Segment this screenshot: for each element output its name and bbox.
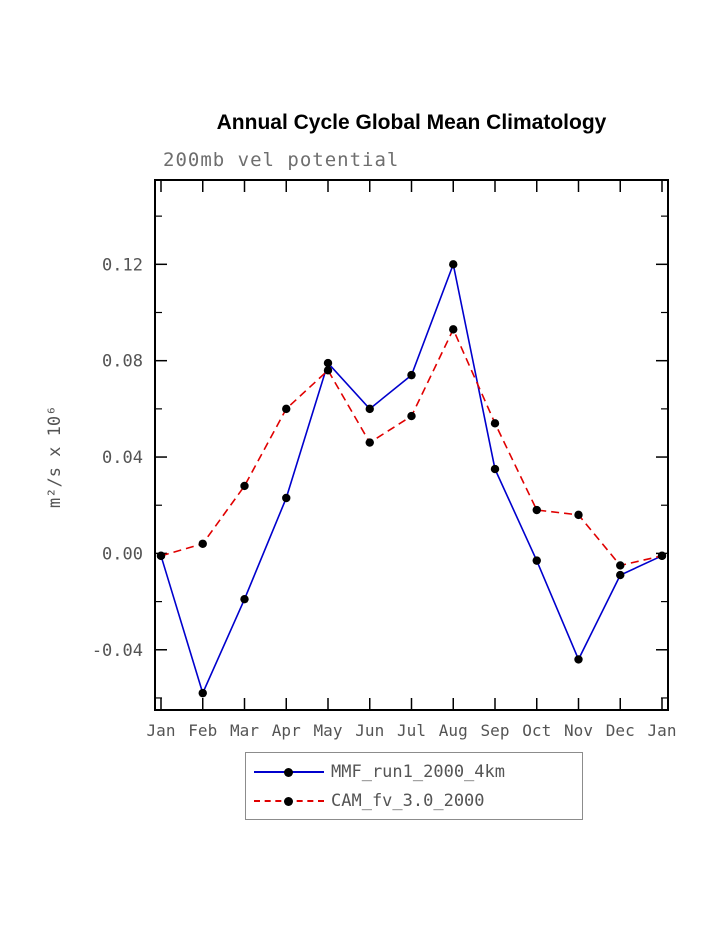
legend-marker-dot	[284, 767, 293, 777]
svg-text:Jul: Jul	[397, 721, 426, 740]
svg-text:Jan: Jan	[147, 721, 176, 740]
legend-item-cam: CAM_fv_3.0_2000	[254, 788, 582, 814]
legend-line-sample-dashed	[254, 796, 324, 806]
legend: MMF_run1_2000_4km CAM_fv_3.0_2000	[245, 752, 583, 820]
svg-text:Jun: Jun	[355, 721, 384, 740]
svg-text:Dec: Dec	[606, 721, 635, 740]
svg-text:0.04: 0.04	[102, 448, 143, 468]
svg-text:Apr: Apr	[272, 721, 301, 740]
legend-item-mmf: MMF_run1_2000_4km	[254, 759, 582, 785]
legend-line-sample-solid	[254, 767, 324, 777]
legend-label-mmf: MMF_run1_2000_4km	[331, 761, 505, 782]
chart-title: Annual Cycle Global Mean Climatology	[216, 111, 607, 134]
svg-text:Jan: Jan	[648, 721, 677, 740]
svg-text:May: May	[314, 721, 343, 740]
svg-text:Nov: Nov	[564, 721, 593, 740]
svg-text:Sep: Sep	[481, 721, 510, 740]
svg-text:-0.04: -0.04	[92, 641, 143, 661]
chart-subtitle: 200mb vel potential	[163, 149, 400, 171]
svg-text:0.08: 0.08	[102, 352, 143, 372]
svg-text:Oct: Oct	[522, 721, 551, 740]
legend-label-cam: CAM_fv_3.0_2000	[331, 790, 485, 811]
legend-marker-dot	[284, 796, 293, 806]
svg-text:0.00: 0.00	[102, 544, 143, 564]
svg-text:Aug: Aug	[439, 721, 468, 740]
svg-text:0.12: 0.12	[102, 255, 143, 275]
svg-text:Mar: Mar	[230, 721, 259, 740]
svg-text:Feb: Feb	[188, 721, 217, 740]
y-axis-label: m²/s x 10⁶	[45, 405, 65, 509]
